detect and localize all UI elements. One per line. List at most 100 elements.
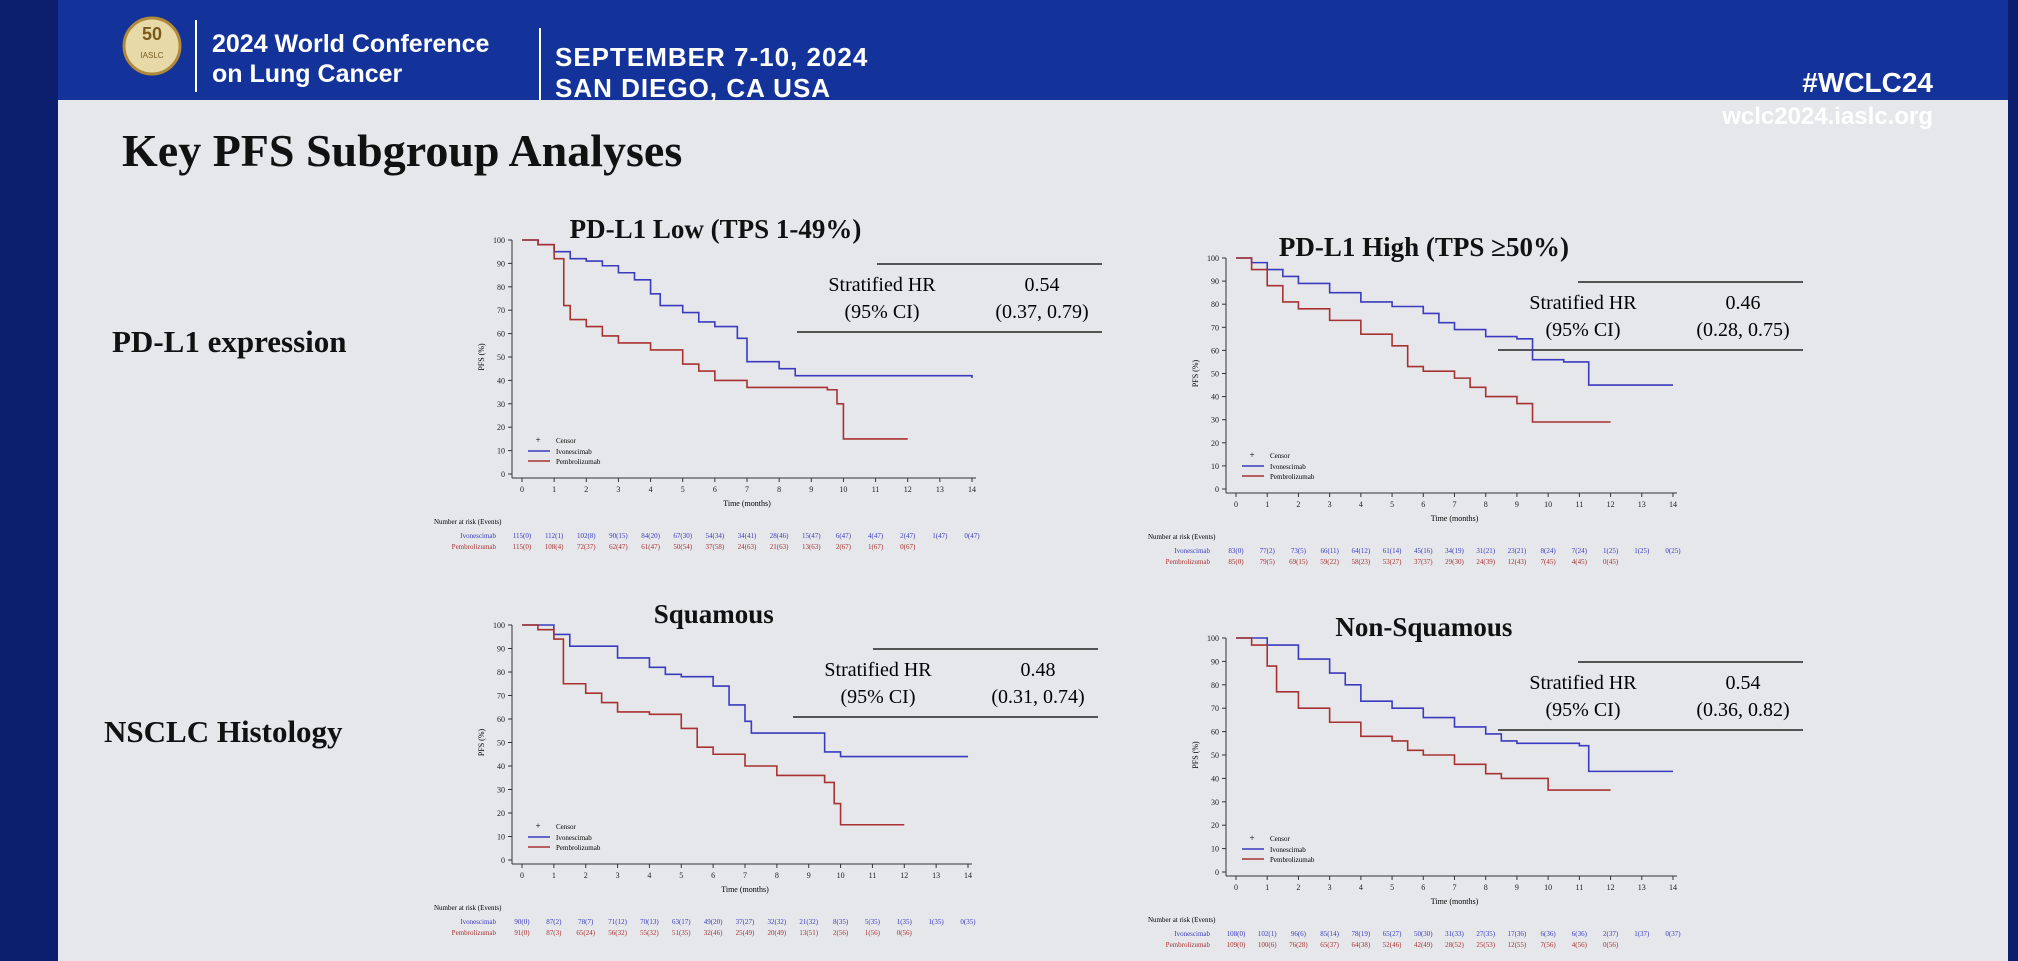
at-risk-value: 1(25) <box>1603 547 1619 555</box>
x-tick-label: 4 <box>1359 883 1363 892</box>
at-risk-label: Number at risk (Events) <box>1148 533 1216 541</box>
x-tick-label: 13 <box>1638 500 1646 509</box>
chart-title: Non-Squamous <box>1335 612 1512 642</box>
at-risk-value: 8(35) <box>833 918 849 926</box>
y-tick-label: 50 <box>497 739 505 748</box>
at-risk-value: 66(11) <box>1320 547 1339 555</box>
at-risk-value: 71(12) <box>608 918 627 926</box>
legend-label: Ivonescimab <box>556 834 592 842</box>
x-tick-label: 12 <box>904 485 912 494</box>
x-tick-label: 13 <box>932 871 940 880</box>
at-risk-value: 13(63) <box>802 543 821 551</box>
x-tick-label: 12 <box>900 871 908 880</box>
at-risk-value: 0(37) <box>1665 930 1681 938</box>
at-risk-value: 31(33) <box>1445 930 1464 938</box>
legend-label: Censor <box>1270 835 1291 843</box>
ci-value: (0.37, 0.79) <box>995 301 1088 323</box>
x-tick-label: 3 <box>616 485 620 494</box>
y-tick-label: 100 <box>1207 634 1219 643</box>
legend-censor-mark: + <box>1249 450 1254 460</box>
at-risk-value: 2(37) <box>1603 930 1619 938</box>
chart-title: PD-L1 High (TPS ≥50%) <box>1279 232 1569 262</box>
at-risk-value: 0(67) <box>900 543 916 551</box>
km-curve <box>1236 257 1611 423</box>
at-risk-value: 87(2) <box>546 918 562 926</box>
x-tick-label: 9 <box>1515 500 1519 509</box>
at-risk-value: 28(46) <box>770 532 789 540</box>
at-risk-value: 24(63) <box>738 543 757 551</box>
x-tick-label: 0 <box>520 871 524 880</box>
at-risk-value: 49(20) <box>704 918 723 926</box>
y-tick-label: 70 <box>497 306 505 315</box>
x-tick-label: 6 <box>711 871 715 880</box>
at-risk-value: 32(32) <box>768 918 787 926</box>
x-tick-label: 5 <box>681 485 685 494</box>
url: wclc2024.iaslc.org <box>1721 103 1933 130</box>
at-risk-value: 91(0) <box>514 929 530 937</box>
at-risk-value: 61(47) <box>641 543 660 551</box>
at-risk-name: Ivonescimab <box>1174 547 1210 555</box>
y-tick-label: 10 <box>497 447 505 456</box>
at-risk-name: Ivonescimab <box>1174 930 1210 938</box>
at-risk-value: 84(20) <box>641 532 660 540</box>
slide-title: Key PFS Subgroup Analyses <box>122 125 682 176</box>
legend-censor-mark: + <box>535 821 540 831</box>
at-risk-value: 37(27) <box>736 918 755 926</box>
hashtag: #WCLC24 <box>1802 67 1933 98</box>
x-tick-label: 12 <box>1607 500 1615 509</box>
at-risk-value: 2(67) <box>836 543 852 551</box>
km-curve <box>1236 637 1673 773</box>
hr-value: 0.54 <box>1726 672 1761 694</box>
at-risk-value: 0(25) <box>1665 547 1681 555</box>
x-tick-label: 8 <box>777 485 781 494</box>
x-tick-label: 7 <box>745 485 749 494</box>
at-risk-value: 25(49) <box>736 929 755 937</box>
legend-label: Pembrolizumab <box>1270 473 1315 481</box>
x-tick-label: 8 <box>1484 883 1488 892</box>
x-tick-label: 9 <box>807 871 811 880</box>
at-risk-value: 65(24) <box>576 929 595 937</box>
at-risk-value: 64(38) <box>1352 941 1371 949</box>
x-tick-label: 9 <box>809 485 813 494</box>
y-tick-label: 20 <box>497 809 505 818</box>
y-axis-label: PFS (%) <box>1191 741 1200 769</box>
at-risk-value: 27(35) <box>1476 930 1495 938</box>
at-risk-value: 54(34) <box>706 532 725 540</box>
at-risk-value: 108(4) <box>545 543 564 551</box>
x-tick-label: 6 <box>1421 500 1425 509</box>
y-tick-label: 70 <box>497 692 505 701</box>
hr-value: 0.48 <box>1021 659 1056 681</box>
x-tick-label: 4 <box>647 871 651 880</box>
ci-header: (95% CI) <box>1546 319 1621 341</box>
at-risk-value: 4(47) <box>868 532 884 540</box>
x-tick-label: 11 <box>869 871 877 880</box>
x-tick-label: 14 <box>1669 883 1677 892</box>
at-risk-name: Pembrolizumab <box>1166 941 1211 949</box>
at-risk-value: 1(67) <box>868 543 884 551</box>
ci-value: (0.31, 0.74) <box>991 686 1084 708</box>
x-tick-label: 3 <box>1328 883 1332 892</box>
y-tick-label: 80 <box>497 283 505 292</box>
at-risk-value: 42(49) <box>1414 941 1433 949</box>
at-risk-value: 4(45) <box>1572 558 1588 566</box>
at-risk-value: 7(24) <box>1572 547 1588 555</box>
y-tick-label: 80 <box>1211 300 1219 309</box>
at-risk-value: 29(30) <box>1445 558 1464 566</box>
x-tick-label: 1 <box>552 871 556 880</box>
y-tick-label: 0 <box>1215 485 1219 494</box>
at-risk-value: 0(56) <box>897 929 913 937</box>
at-risk-value: 0(47) <box>964 532 980 540</box>
at-risk-value: 23(21) <box>1508 547 1527 555</box>
legend-label: Censor <box>556 437 577 445</box>
at-risk-value: 77(2) <box>1260 547 1276 555</box>
x-tick-label: 2 <box>1296 500 1300 509</box>
x-tick-label: 13 <box>936 485 944 494</box>
at-risk-value: 62(47) <box>609 543 628 551</box>
y-tick-label: 60 <box>497 715 505 724</box>
at-risk-name: Ivonescimab <box>460 532 496 540</box>
hr-header: Stratified HR <box>828 274 936 296</box>
x-tick-label: 0 <box>1234 500 1238 509</box>
legend-label: Ivonescimab <box>1270 846 1306 854</box>
x-tick-label: 5 <box>679 871 683 880</box>
x-tick-label: 8 <box>1484 500 1488 509</box>
